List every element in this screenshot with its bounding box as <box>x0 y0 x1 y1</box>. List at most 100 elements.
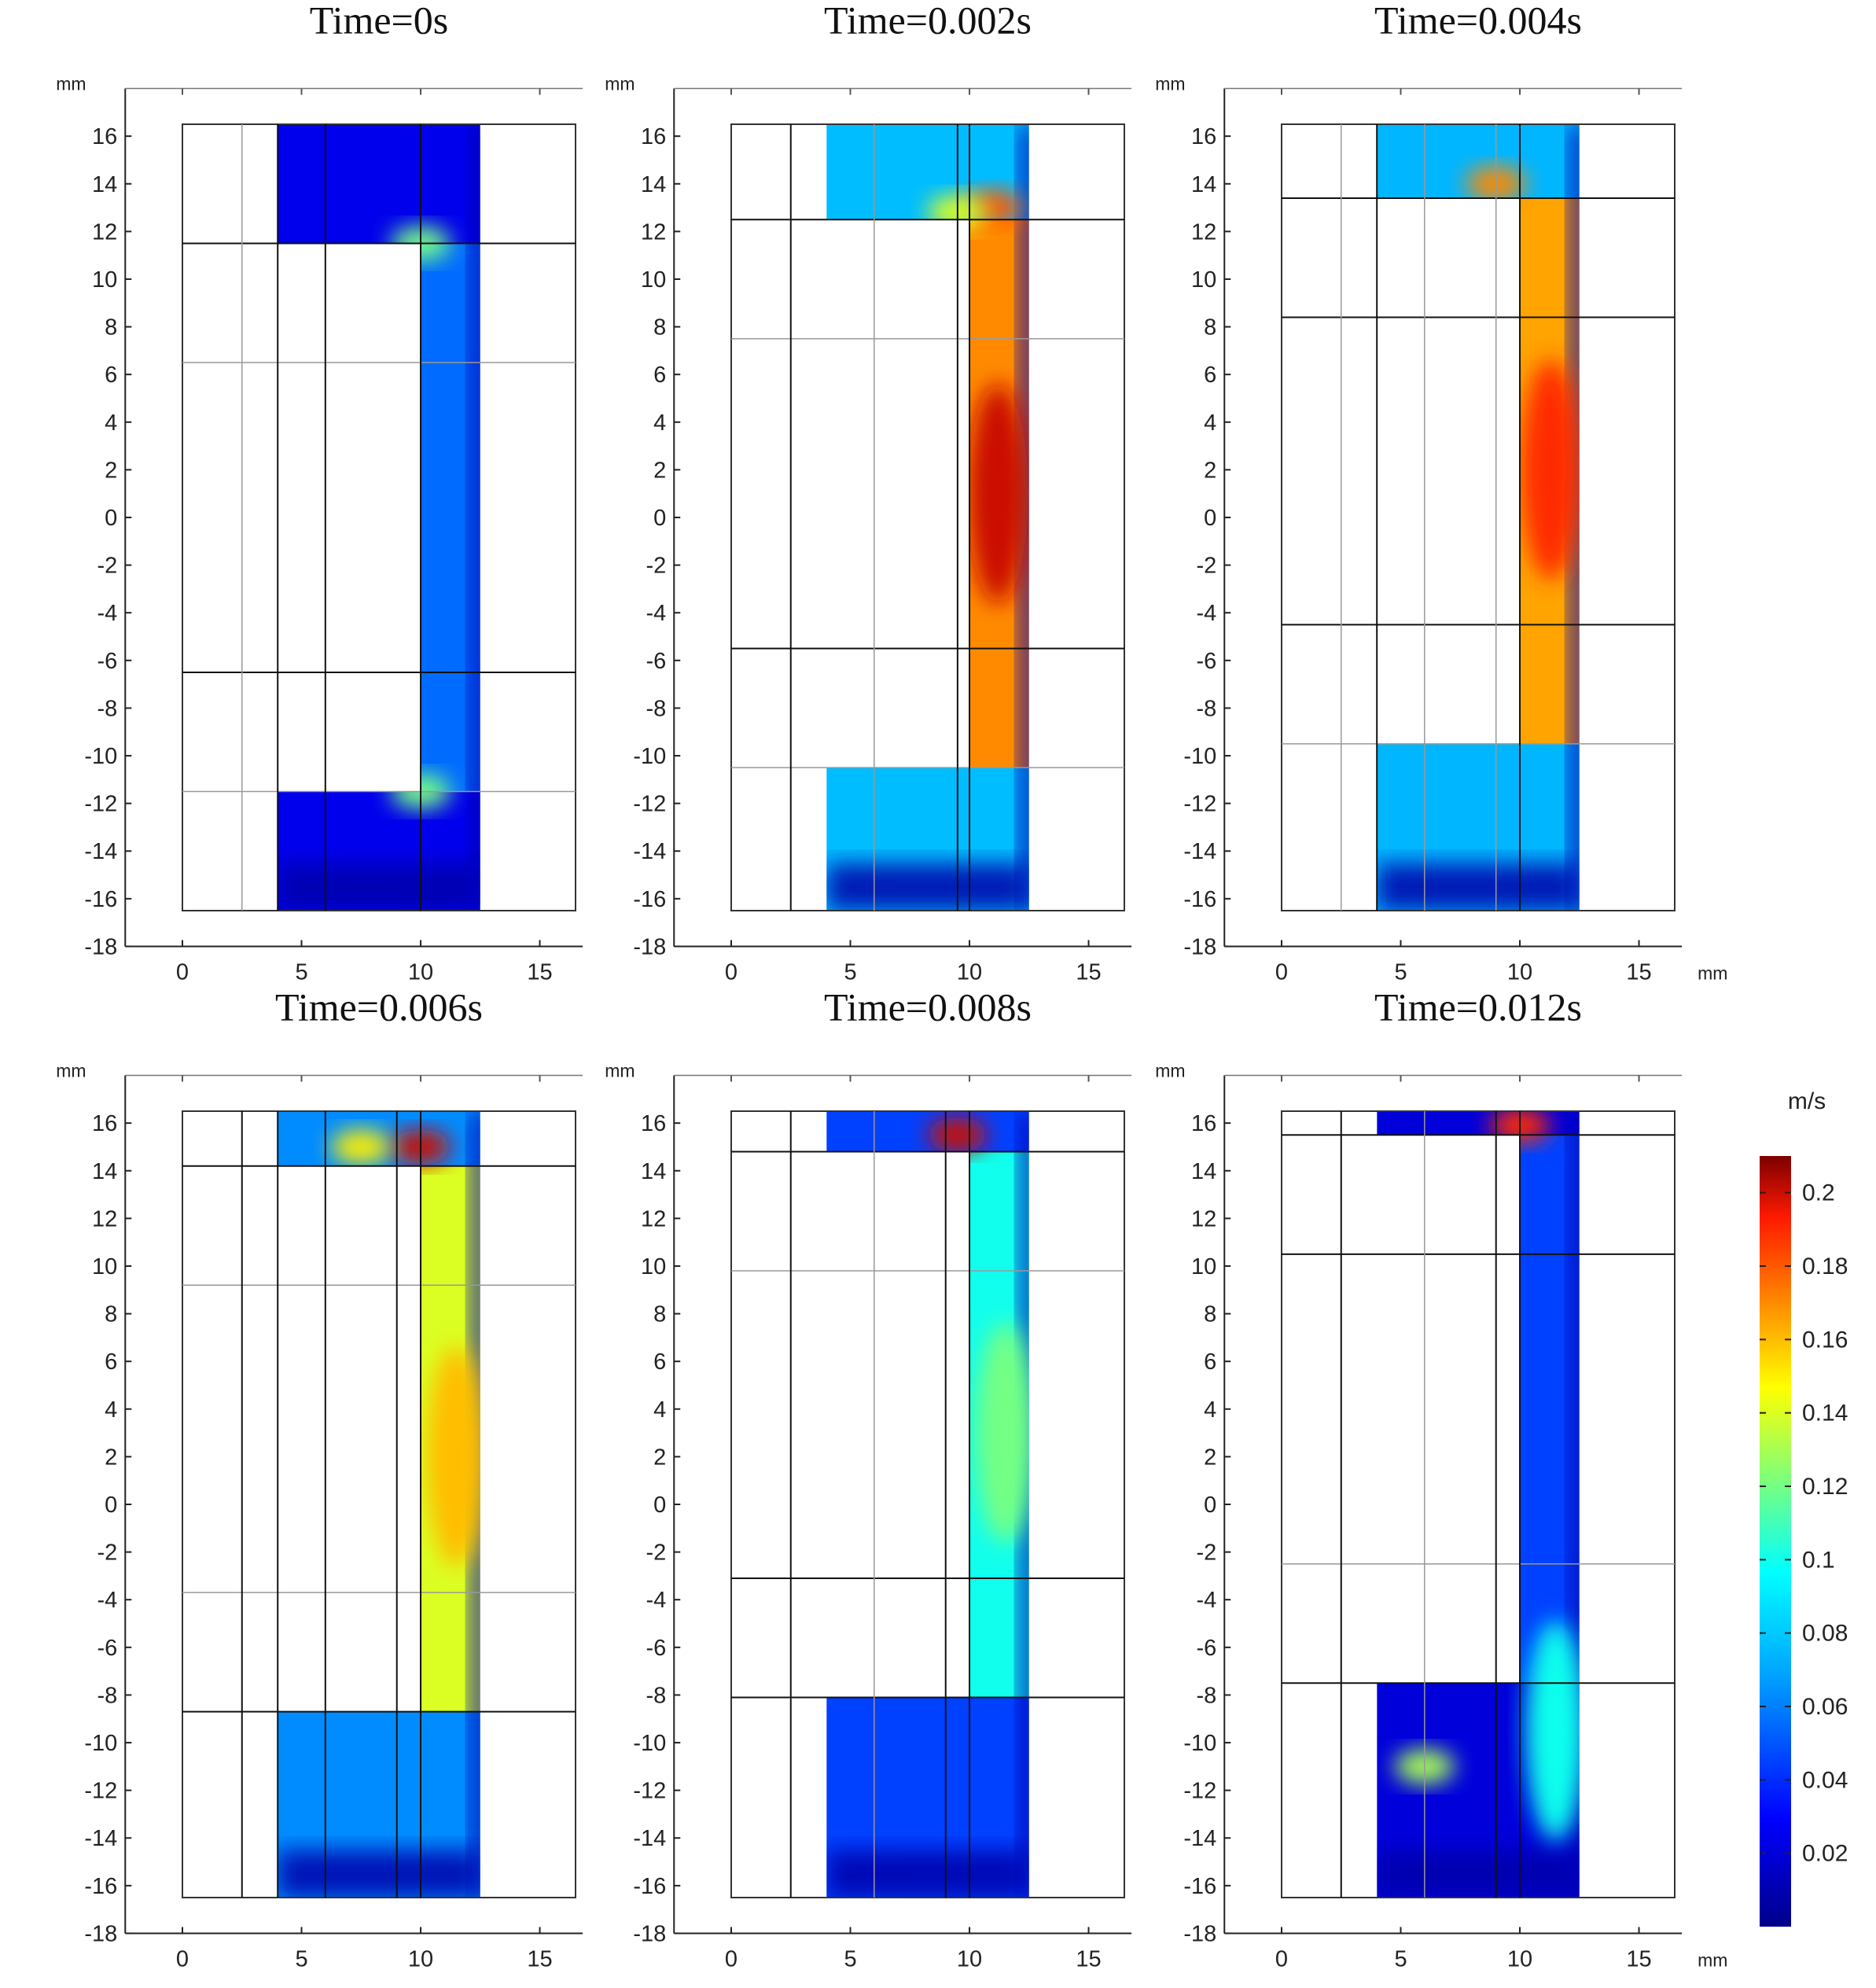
y-tick-label: 10 <box>641 1254 666 1279</box>
y-tick-label: -6 <box>1196 649 1216 674</box>
y-unit-label: mm <box>56 1061 86 1081</box>
panel-title: Time=0.012s <box>1374 985 1582 1029</box>
panel-2: Time=0.002s mm 16 14 12 10 8 6 4 2 0 -2 -4 -6 -8 -10 -12… <box>605 0 1132 985</box>
y-tick-label: -4 <box>646 601 666 626</box>
colorbar-tick-label: 0.16 <box>1802 1327 1848 1353</box>
y-tick-label: 6 <box>105 363 117 388</box>
x-tick-label: 0 <box>725 959 738 985</box>
y-tick-label: -2 <box>646 1541 666 1566</box>
y-tick-label: -10 <box>1183 1731 1216 1756</box>
panel-4: Time=0.006s mm 16 14 12 10 8 6 4 2 0 -2 -4 -6 -8 -10 -12… <box>56 985 583 1971</box>
y-tick-label: -10 <box>84 744 117 769</box>
x-tick-label: 10 <box>957 959 982 985</box>
velocity-hotspot <box>927 1117 988 1153</box>
y-unit-label: mm <box>1155 1061 1185 1081</box>
y-tick-label: 14 <box>641 1159 666 1184</box>
y-tick-label: -14 <box>633 1826 666 1851</box>
panel-title: Time=0.004s <box>1374 0 1582 42</box>
y-tick-label: -18 <box>1183 1921 1216 1946</box>
y-tick-label: 8 <box>1204 1302 1216 1327</box>
colorbar-tick-label: 0.2 <box>1802 1180 1835 1206</box>
colorbar-gradient <box>1760 1156 1791 1927</box>
y-tick-label: -16 <box>84 887 117 912</box>
y-tick-label: 2 <box>653 1445 666 1470</box>
colorbar-tick-label: 0.02 <box>1802 1841 1848 1867</box>
y-tick-label: 10 <box>641 267 666 293</box>
y-tick-label: -8 <box>646 696 666 721</box>
y-tick-label: -6 <box>646 649 666 674</box>
y-tick-label: -4 <box>97 601 117 626</box>
y-tick-label: 0 <box>105 506 117 531</box>
domain-outline <box>182 1110 576 1898</box>
velocity-hotspot <box>1521 359 1580 580</box>
domain-outline <box>1281 123 1676 911</box>
y-tick-label: -2 <box>97 1541 117 1566</box>
y-tick-label: -18 <box>84 934 117 959</box>
y-tick-label: 6 <box>653 1349 666 1375</box>
y-tick-label: 12 <box>92 1206 117 1231</box>
velocity-field <box>826 124 1029 911</box>
x-tick-label: 0 <box>1275 1946 1288 1971</box>
velocity-hotspot <box>1525 1620 1580 1841</box>
y-tick-label: 8 <box>105 1302 117 1327</box>
y-tick-label: -12 <box>84 1779 117 1804</box>
colorbar-tick-label: 0.14 <box>1802 1401 1848 1427</box>
y-tick-label: -2 <box>1196 554 1216 579</box>
y-tick-label: 8 <box>653 315 666 341</box>
y-tick-label: 16 <box>92 1111 117 1136</box>
y-tick-label: -8 <box>97 696 117 721</box>
x-tick-label: 15 <box>527 959 552 985</box>
y-tick-label: -18 <box>84 1921 117 1946</box>
channel-field <box>1520 1135 1580 1684</box>
y-tick-label: 16 <box>641 1111 666 1136</box>
y-tick-label: 8 <box>653 1302 666 1327</box>
y-tick-label: 2 <box>653 458 666 483</box>
y-tick-label: -14 <box>84 1826 117 1851</box>
y-tick-label: 8 <box>1204 315 1216 341</box>
bottom-wall-layer <box>278 863 480 911</box>
y-tick-label: 2 <box>1204 458 1216 483</box>
y-tick-label: 8 <box>105 315 117 341</box>
panel-title: Time=0.008s <box>824 985 1032 1029</box>
upper-reservoir-field <box>826 1111 1029 1152</box>
velocity-field <box>1377 1111 1580 1898</box>
y-tick-label: -4 <box>646 1588 666 1613</box>
x-tick-label: 5 <box>1394 1946 1407 1971</box>
y-tick-label: 12 <box>641 219 666 245</box>
bottom-wall-layer <box>278 1850 480 1898</box>
y-tick-label: -14 <box>1183 1826 1216 1851</box>
plot-panels: Time=0s mm 16 14 12 10 8 6 4 2 0 -2 -4 -6 -8 -10 -12 -14 -… <box>56 0 1727 1971</box>
x-tick-label: 0 <box>1275 959 1288 985</box>
y-tick-label: 2 <box>105 458 117 483</box>
domain-outline <box>182 123 576 911</box>
x-tick-label: 10 <box>408 959 433 985</box>
y-tick-label: 6 <box>653 363 666 388</box>
x-tick-label: 10 <box>408 1946 433 1971</box>
panel-3: Time=0.004s mm mm 16 14 12 10 8 6 4 2 0 -2 -4 -6 -8 -10 -… <box>1155 0 1727 985</box>
velocity-hotspot <box>331 1129 392 1165</box>
y-tick-label: 6 <box>1204 1349 1216 1375</box>
y-tick-label: -6 <box>646 1636 666 1661</box>
y-tick-label: 14 <box>1191 1159 1216 1184</box>
y-tick-label: 14 <box>92 172 117 197</box>
colorbar-tick-label: 0.12 <box>1802 1474 1848 1500</box>
x-tick-label: 5 <box>844 959 856 985</box>
x-tick-label: 0 <box>176 959 189 985</box>
y-tick-label: -8 <box>1196 1683 1216 1708</box>
bottom-wall-layer <box>826 863 1029 911</box>
y-tick-label: 10 <box>92 267 117 293</box>
colorbar-unit: m/s <box>1788 1088 1826 1114</box>
y-tick-label: -8 <box>1196 696 1216 721</box>
domain-outline <box>1281 1110 1676 1898</box>
bottom-wall-layer <box>1377 1850 1580 1898</box>
velocity-hotspot <box>975 1323 1029 1544</box>
x-tick-label: 5 <box>1394 959 1407 985</box>
velocity-field <box>1377 124 1580 911</box>
y-tick-label: 4 <box>1204 1397 1216 1423</box>
x-tick-label: 15 <box>1076 1946 1101 1971</box>
y-tick-label: -6 <box>1196 1636 1216 1661</box>
x-tick-label: 0 <box>725 1946 738 1971</box>
x-tick-label: 10 <box>957 1946 982 1971</box>
y-tick-label: 0 <box>653 1493 666 1518</box>
